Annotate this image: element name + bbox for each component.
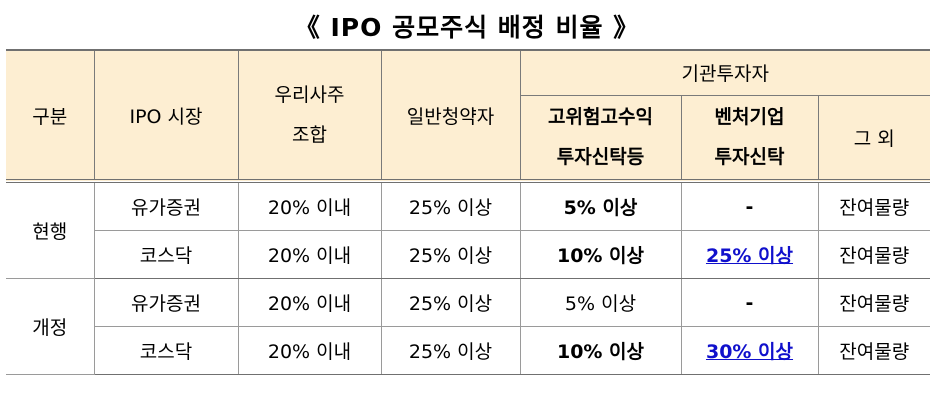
table-row: 코스닥 20% 이내 25% 이상 10% 이상 30% 이상 잔여물량 [6,326,931,375]
cell-venture: - [680,278,819,327]
document-title: 《 IPO 공모주식 배정 비율 》 [294,13,640,42]
cell-high-yield: 10% 이상 [519,230,682,279]
cell-esop: 20% 이내 [237,326,382,375]
header-esop-line2: 조합 [292,124,327,146]
table-body: 현행 유가증권 20% 이내 25% 이상 5% 이상 - 잔여물량 코스닥 2… [6,181,931,375]
header-institutional: 기관투자자 [519,49,931,96]
cell-others: 잔여물량 [817,230,931,279]
header-market: IPO 시장 [93,49,239,183]
header-division: 구분 [6,49,95,183]
header-esop: 우리사주 조합 [237,49,382,183]
table-row: 코스닥 20% 이내 25% 이상 10% 이상 25% 이상 잔여물량 [6,230,931,279]
cell-venture: - [680,181,819,231]
cell-high-yield: 5% 이상 [519,278,682,327]
header-venture-line2: 투자신탁 [714,146,785,169]
header-high-yield-line2: 투자신탁등 [556,146,645,169]
table-header: 구분 IPO 시장 우리사주 조합 일반청약자 기관투자자 고위험고수익 투자신… [6,49,931,183]
table-row: 현행 유가증권 20% 이내 25% 이상 5% 이상 - 잔여물량 [6,181,931,279]
venture-value-highlight: 30% 이상 [705,341,794,363]
cell-high-yield: 5% 이상 [519,181,682,231]
cell-esop: 20% 이내 [237,278,382,327]
cell-market: 유가증권 [93,278,239,327]
cell-high-yield: 10% 이상 [519,326,682,375]
cell-venture: 25% 이상 [680,230,819,279]
group-label-current: 현행 [6,181,95,279]
header-venture: 벤처기업 투자신탁 [680,95,819,183]
cell-others: 잔여물량 [817,181,931,231]
cell-esop: 20% 이내 [237,181,382,231]
cell-retail: 25% 이상 [380,181,521,231]
cell-others: 잔여물량 [817,278,931,327]
cell-others: 잔여물량 [817,326,931,375]
cell-retail: 25% 이상 [380,326,521,375]
venture-value-highlight: 25% 이상 [705,245,794,267]
ipo-allocation-table: 구분 IPO 시장 우리사주 조합 일반청약자 기관투자자 고위험고수익 투자신… [6,49,931,375]
cell-retail: 25% 이상 [380,230,521,279]
cell-esop: 20% 이내 [237,230,382,279]
header-retail: 일반청약자 [380,49,521,183]
header-venture-line1: 벤처기업 [714,106,785,129]
cell-market: 코스닥 [94,326,239,375]
cell-market: 코스닥 [94,230,239,279]
group-label-revised: 개정 [6,278,95,375]
header-esop-line1: 우리사주 [274,84,345,106]
header-high-yield-line1: 고위험고수익 [548,106,653,129]
cell-retail: 25% 이상 [380,278,521,327]
cell-venture: 30% 이상 [680,326,819,375]
table-row: 개정 유가증권 20% 이내 25% 이상 5% 이상 - 잔여물량 [6,278,931,375]
cell-market: 유가증권 [93,181,239,231]
header-others: 그 외 [817,95,931,183]
header-high-yield: 고위험고수익 투자신탁등 [520,95,682,183]
